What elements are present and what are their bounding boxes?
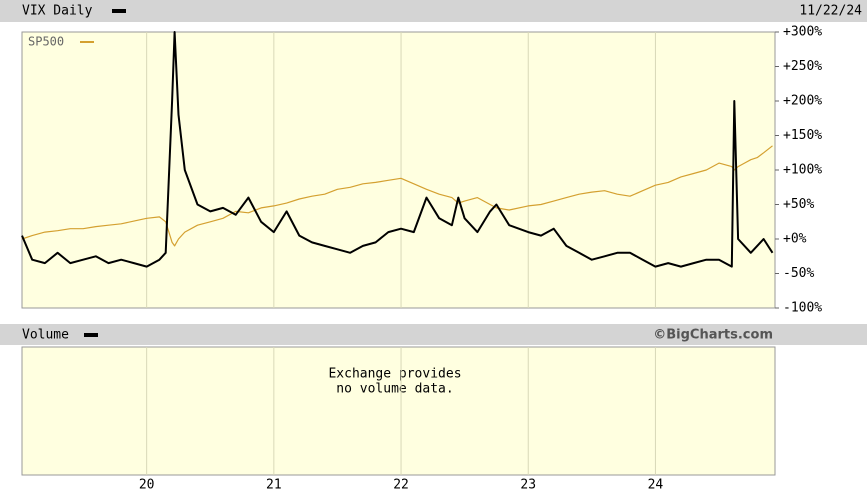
series-legend-label: VIX Daily [22,4,93,19]
y-tick-label: +50% [783,197,814,212]
volume-plot [21,346,776,476]
y-tick-label: +300% [783,25,822,40]
x-tick-label: 23 [520,478,536,493]
y-tick-label: +200% [783,94,822,109]
volume-title: Volume [22,328,69,343]
price-plot [21,31,776,309]
volume-header-bar [0,324,867,345]
legend-label: SP500 [28,35,64,49]
y-tick-label: +150% [783,128,822,143]
volume-message: Exchange provides [328,367,461,382]
x-tick-label: 21 [266,478,282,493]
header-bar [0,0,867,22]
y-tick-label: -50% [783,266,814,281]
series-line [21,31,774,268]
legend-swatch [112,9,126,13]
x-tick-label: 20 [139,478,155,493]
y-tick-label: -100% [783,301,822,316]
volume-message: no volume data. [336,382,453,397]
credit: ©BigCharts.com [653,328,773,343]
date-label: 11/22/24 [799,4,862,19]
x-tick-label: 24 [648,478,664,493]
y-tick-label: +250% [783,59,822,74]
x-tick-label: 22 [393,478,409,493]
series-line [21,145,773,247]
legend-swatch [80,41,94,43]
volume-legend-swatch [84,333,98,337]
y-tick-label: +0% [783,232,807,247]
y-tick-label: +100% [783,163,822,178]
